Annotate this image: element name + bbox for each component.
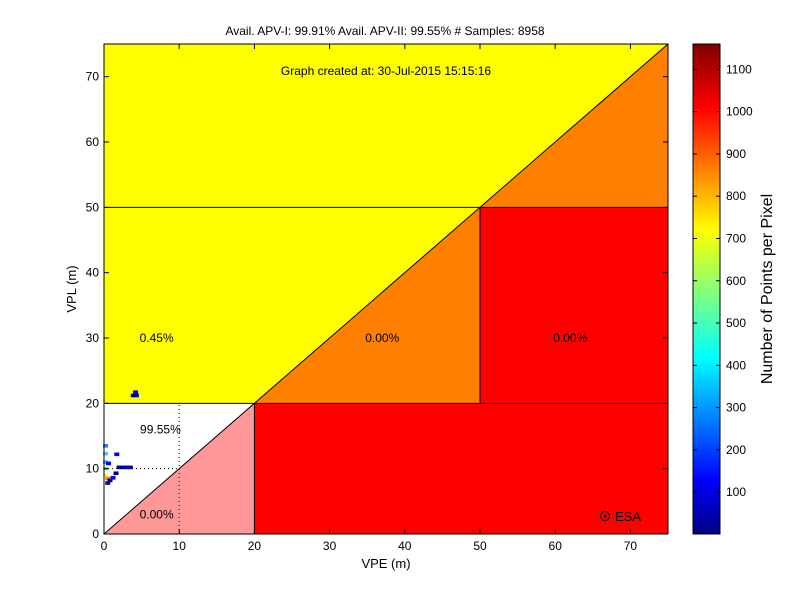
data-point [120,465,126,470]
data-point [133,393,139,398]
copyright-icon [600,511,610,521]
graph-created-annotation: Graph created at: 30-Jul-2015 15:15:16 [281,64,491,78]
x-tick-label: 50 [473,539,487,553]
colorbar-ticks: 100 200 300 400 500 600 700 800 900 1000 1100 [693,62,753,499]
plot-frame [103,43,669,535]
x-tick-label: 40 [398,539,412,553]
region-0 [104,44,668,208]
region-percentage-label: 99.55% [140,422,181,436]
colorbar-label: Number of Points per Pixel [759,194,776,384]
x-tick-label: 60 [549,539,563,553]
data-point [110,476,116,480]
region-1 [104,207,480,404]
colorbar [692,43,721,535]
colorbar-tick-label: 900 [726,147,746,161]
colorbar-tick-label: 100 [726,485,746,499]
colorbar-tick-label: 500 [726,316,746,330]
y-tick-label: 10 [86,462,100,476]
data-point [113,471,119,476]
region-labels: 0.45% 0.00% 0.00% 99.55% 0.00% [140,331,588,521]
y-tick-label: 50 [86,200,100,214]
boundary-line [103,43,669,535]
error-guides [104,403,180,534]
colorbar-tick-label: 700 [726,231,746,245]
x-axis-label: VPE (m) [361,556,410,571]
esa-watermark: ESA [600,509,641,524]
data-point [107,478,113,483]
colorbar-tick-label: 1100 [726,62,752,76]
region-percentage-label: 0.00% [140,507,174,521]
region-percentage-label: 0.00% [553,331,587,345]
y-tick-label: 70 [86,70,100,84]
data-point [106,461,112,466]
colorbar-tick-label: 200 [726,443,746,457]
x-tick-label: 10 [173,539,187,553]
data-point [127,465,133,470]
data-point [103,444,109,448]
x-tick-label: 0 [101,539,108,553]
colorbar-tick-label: 300 [726,401,746,415]
data-point [116,465,122,470]
data-point [130,393,136,398]
data-point [103,451,109,456]
watermark-text: ESA [615,509,641,524]
region-5 [254,403,668,534]
x-axis: 0 10 20 30 40 50 60 70 [101,44,638,553]
x-tick-label: 70 [624,539,638,553]
y-tick-label: 40 [86,266,100,280]
region-percentage-label: 0.45% [140,331,174,345]
colorbar-tick-label: 600 [726,274,746,288]
data-points [103,390,139,485]
y-tick-label: 20 [86,396,100,410]
data-point [105,476,111,481]
region-percentage-label: 0.00% [365,331,399,345]
region-boundaries [103,43,669,535]
x-tick-label: 20 [248,539,262,553]
region-4 [480,207,668,404]
x-tick-label: 30 [323,539,337,553]
y-axis: 0 10 20 30 40 50 60 70 [86,70,668,541]
data-point [124,465,130,470]
colorbar-tick-label: 1000 [726,105,753,119]
y-tick-label: 30 [86,331,100,345]
colorbar-tick-label: 800 [726,189,746,203]
y-tick-label: 0 [92,527,99,541]
data-point [105,481,111,485]
colorbar-tick-label: 400 [726,358,746,372]
data-point [103,473,109,477]
data-point [133,390,139,395]
y-tick-label: 60 [86,135,100,149]
chart-title: Avail. APV-I: 99.91% Avail. APV-II: 99.5… [225,24,544,38]
data-point [114,452,120,457]
data-point [103,460,109,464]
y-axis-label: VPL (m) [64,265,79,312]
